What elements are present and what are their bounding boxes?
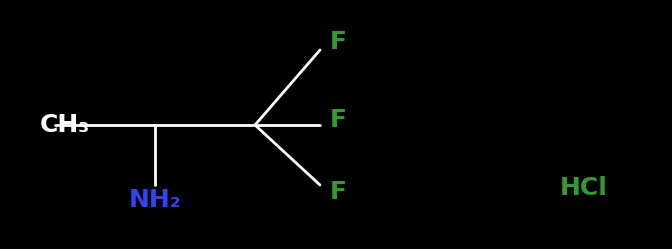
Text: CH₃: CH₃ bbox=[40, 113, 90, 137]
Text: NH₂: NH₂ bbox=[128, 188, 181, 212]
Text: F: F bbox=[330, 30, 347, 54]
Text: F: F bbox=[330, 108, 347, 132]
Text: HCl: HCl bbox=[560, 176, 608, 200]
Text: F: F bbox=[330, 180, 347, 204]
